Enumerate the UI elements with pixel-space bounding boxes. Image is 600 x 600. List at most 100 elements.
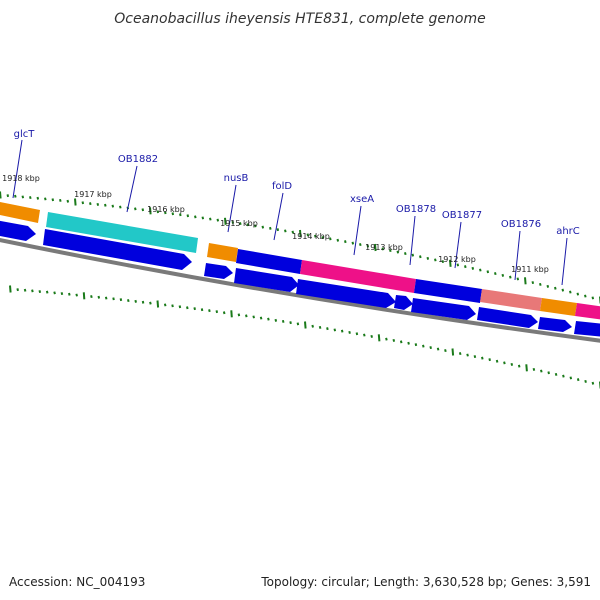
lower-tick-minor xyxy=(31,289,34,293)
lower-tick-minor xyxy=(429,346,432,350)
upper-tick-minor xyxy=(29,196,32,200)
upper-tick-minor xyxy=(44,197,47,201)
upper-tick-minor xyxy=(231,220,235,224)
lower-tick-minor xyxy=(281,319,285,323)
upper-tick-minor xyxy=(111,204,115,208)
upper-tick-minor xyxy=(134,207,137,211)
upper-tick-minor xyxy=(119,205,122,209)
upper-tick-minor xyxy=(21,195,25,199)
lower-tick-minor xyxy=(562,374,565,378)
lower-tick-minor xyxy=(259,316,263,320)
lower-tick-minor xyxy=(45,290,49,294)
upper-tick-major xyxy=(524,277,527,285)
cds-arrow-nusB xyxy=(204,263,233,279)
lower-tick-minor xyxy=(104,296,108,300)
gene-label-OB1876: OB1876 xyxy=(501,219,541,230)
gene-block-ahrC xyxy=(575,303,600,320)
gene-label-nusB: nusB xyxy=(224,173,249,184)
gene-label-OB1882: OB1882 xyxy=(118,154,158,165)
lower-tick-minor xyxy=(495,359,499,363)
lower-tick-minor xyxy=(436,347,440,351)
upper-tick-minor xyxy=(546,284,550,288)
lower-tick-minor xyxy=(503,361,506,365)
leader-glcT xyxy=(12,139,23,199)
leader-OB1877 xyxy=(454,221,462,269)
kbp-labels: 1918 kbp 1917 kbp 1916 kbp 1915 kbp 1914… xyxy=(2,174,549,274)
upper-tick-minor xyxy=(59,198,62,202)
upper-tick-minor xyxy=(89,202,92,206)
outer-tick-marks xyxy=(9,285,600,389)
kbp-label-1915: 1915 kbp xyxy=(220,219,258,228)
lower-tick-minor xyxy=(481,356,484,360)
lower-tick-minor xyxy=(163,303,167,307)
lower-tick-minor xyxy=(532,367,536,371)
upper-tick-minor xyxy=(419,255,422,259)
gene-block-OB1877 xyxy=(480,289,542,311)
gene-block-glcT xyxy=(0,202,40,223)
upper-tick-minor xyxy=(209,217,212,221)
upper-tick-minor xyxy=(359,243,362,247)
kbp-tick-marks xyxy=(0,191,600,304)
upper-tick-minor xyxy=(456,263,460,267)
lower-tick-minor xyxy=(444,349,447,353)
cds-arrow-ahrC xyxy=(574,321,600,337)
upper-tick-minor xyxy=(261,225,265,229)
leader-folD xyxy=(273,192,284,241)
lower-tick-minor xyxy=(363,333,366,337)
upper-tick-minor xyxy=(569,290,572,294)
upper-tick-minor xyxy=(276,228,280,232)
upper-tick-minor xyxy=(539,282,542,286)
upper-tick-major xyxy=(149,207,152,215)
lower-tick-major xyxy=(230,310,233,318)
lower-tick-minor xyxy=(473,355,477,359)
upper-tick-minor xyxy=(156,210,160,214)
upper-tick-minor xyxy=(411,253,415,257)
lower-tick-minor xyxy=(458,352,462,356)
upper-tick-minor xyxy=(96,202,100,206)
lower-tick-minor xyxy=(215,310,219,314)
upper-tick-minor xyxy=(164,211,167,215)
upper-tick-minor xyxy=(314,234,317,238)
lower-tick-minor xyxy=(576,378,580,382)
upper-tick-minor xyxy=(186,214,190,218)
lower-tick-major xyxy=(377,334,381,342)
lower-tick-minor xyxy=(68,292,71,296)
gene-label-glcT: glcT xyxy=(14,129,36,140)
kbp-label-1914: 1914 kbp xyxy=(292,232,330,241)
upper-tick-minor xyxy=(306,233,310,237)
lower-tick-minor xyxy=(326,327,329,331)
lower-tick-major xyxy=(451,348,455,356)
upper-tick-minor xyxy=(201,216,205,220)
lower-tick-minor xyxy=(112,297,115,301)
gene-label-xseA: xseA xyxy=(350,194,374,205)
gene-label-OB1878: OB1878 xyxy=(396,204,436,215)
lower-tick-minor xyxy=(385,337,388,341)
upper-tick-major xyxy=(374,243,377,252)
upper-tick-major xyxy=(74,198,77,206)
lower-tick-minor xyxy=(134,299,137,303)
lower-tick-minor xyxy=(60,292,64,296)
gene-labels: glcT OB1882 nusB folD xseA OB1878 OB1877… xyxy=(14,129,580,237)
lower-tick-minor xyxy=(414,343,418,347)
gene-label-leaders xyxy=(12,139,568,286)
kbp-label-1911: 1911 kbp xyxy=(511,265,549,274)
kbp-label-1913: 1913 kbp xyxy=(365,243,403,252)
cds-arrow-small xyxy=(394,295,413,310)
upper-tick-minor xyxy=(486,270,490,274)
lower-tick-minor xyxy=(510,362,514,366)
lower-tick-minor xyxy=(289,321,292,325)
lower-tick-minor xyxy=(252,315,255,319)
lower-tick-minor xyxy=(340,329,344,333)
upper-tick-minor xyxy=(269,226,272,230)
lower-tick-major xyxy=(304,321,307,329)
feature-track-upper xyxy=(0,202,600,320)
upper-tick-minor xyxy=(321,236,325,240)
upper-tick-minor xyxy=(464,265,467,269)
gene-block-nusB xyxy=(207,243,238,262)
lower-tick-minor xyxy=(127,299,130,303)
lower-tick-minor xyxy=(584,379,587,383)
cds-arrow-OB1876 xyxy=(538,317,572,332)
lower-tick-minor xyxy=(488,358,491,362)
upper-tick-minor xyxy=(291,230,295,234)
upper-tick-minor xyxy=(531,281,535,285)
